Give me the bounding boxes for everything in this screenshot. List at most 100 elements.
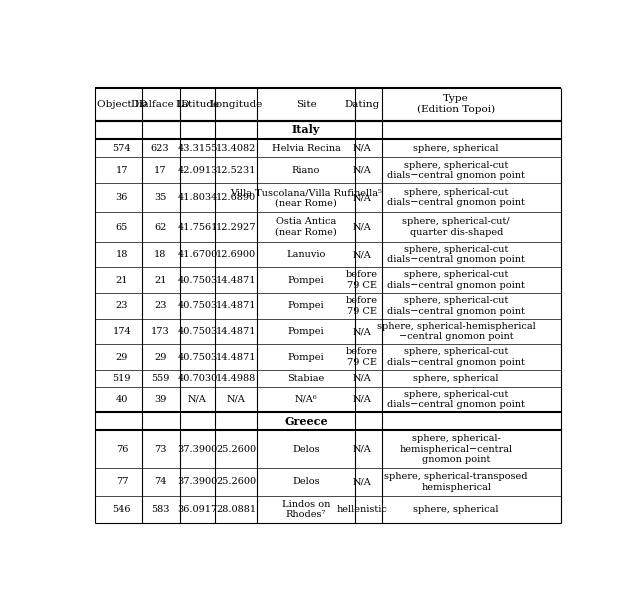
- Text: Object ID: Object ID: [97, 100, 147, 109]
- Text: Site: Site: [296, 100, 316, 109]
- Text: 13.4082: 13.4082: [216, 144, 257, 153]
- Text: 65: 65: [116, 223, 128, 232]
- Text: 40.7503: 40.7503: [177, 327, 218, 336]
- Text: Pompei: Pompei: [288, 327, 324, 336]
- Text: 37.3900: 37.3900: [177, 478, 218, 487]
- Text: 583: 583: [151, 505, 170, 514]
- Text: hellenistic: hellenistic: [337, 505, 387, 514]
- Text: 35: 35: [154, 193, 166, 202]
- Text: 14.4871: 14.4871: [216, 301, 257, 310]
- Text: 12.2927: 12.2927: [216, 223, 257, 232]
- Text: 42.0913: 42.0913: [177, 166, 218, 175]
- Text: 21: 21: [154, 276, 166, 285]
- Text: 14.4871: 14.4871: [216, 353, 257, 362]
- Text: sphere, spherical-cut
dials−central gnomon point: sphere, spherical-cut dials−central gnom…: [387, 245, 525, 264]
- Text: sphere, spherical-cut/
quarter dis-shaped: sphere, spherical-cut/ quarter dis-shape…: [403, 217, 510, 237]
- Text: 12.6900: 12.6900: [216, 250, 256, 259]
- Text: 41.7561: 41.7561: [177, 223, 218, 232]
- Text: sphere, spherical-cut
dials−central gnomon point: sphere, spherical-cut dials−central gnom…: [387, 161, 525, 180]
- Text: 17: 17: [154, 166, 166, 175]
- Text: Ostia Antica
(near Rome): Ostia Antica (near Rome): [275, 217, 337, 237]
- Text: Delos: Delos: [292, 478, 320, 487]
- Text: Type
(Edition Topoi): Type (Edition Topoi): [417, 94, 495, 114]
- Text: 18: 18: [116, 250, 128, 259]
- Text: N/A: N/A: [227, 395, 246, 404]
- Text: Italy: Italy: [292, 124, 320, 136]
- Text: 17: 17: [116, 166, 128, 175]
- Text: before
79 CE: before 79 CE: [346, 296, 378, 316]
- Text: 23: 23: [154, 301, 166, 310]
- Text: 25.2600: 25.2600: [216, 445, 256, 454]
- Text: sphere, spherical: sphere, spherical: [413, 144, 499, 153]
- Text: sphere, spherical-cut
dials−central gnomon point: sphere, spherical-cut dials−central gnom…: [387, 347, 525, 367]
- Text: 43.3155: 43.3155: [177, 144, 218, 153]
- Text: N/A: N/A: [353, 193, 371, 202]
- Text: 40.7503: 40.7503: [177, 276, 218, 285]
- Text: N/A: N/A: [353, 327, 371, 336]
- Text: 36: 36: [116, 193, 128, 202]
- Text: 12.5231: 12.5231: [216, 166, 257, 175]
- Text: 40: 40: [116, 395, 128, 404]
- Text: 14.4871: 14.4871: [216, 327, 257, 336]
- Text: Riano: Riano: [292, 166, 320, 175]
- Text: N/A: N/A: [353, 395, 371, 404]
- Text: 25.2600: 25.2600: [216, 478, 256, 487]
- Text: 41.8034: 41.8034: [177, 193, 218, 202]
- Text: Longitude: Longitude: [209, 100, 263, 109]
- Text: 73: 73: [154, 445, 166, 454]
- Text: sphere, spherical: sphere, spherical: [413, 374, 499, 383]
- Text: before
79 CE: before 79 CE: [346, 270, 378, 290]
- Text: Pompei: Pompei: [288, 301, 324, 310]
- Text: N/A: N/A: [353, 478, 371, 487]
- Text: sphere, spherical-transposed
hemispherical: sphere, spherical-transposed hemispheric…: [385, 472, 528, 491]
- Text: Pompei: Pompei: [288, 353, 324, 362]
- Text: 39: 39: [154, 395, 166, 404]
- Text: 76: 76: [116, 445, 128, 454]
- Text: 14.4871: 14.4871: [216, 276, 257, 285]
- Text: sphere, spherical-cut
dials−central gnomon point: sphere, spherical-cut dials−central gnom…: [387, 270, 525, 290]
- Text: 173: 173: [151, 327, 170, 336]
- Text: 77: 77: [116, 478, 128, 487]
- Text: N/A: N/A: [353, 445, 371, 454]
- Text: 574: 574: [113, 144, 131, 153]
- Text: 40.7503: 40.7503: [177, 353, 218, 362]
- Text: Helvia Recina: Helvia Recina: [272, 144, 340, 153]
- Text: Delos: Delos: [292, 445, 320, 454]
- Text: 12.6890: 12.6890: [216, 193, 256, 202]
- Text: N/A: N/A: [353, 144, 371, 153]
- Text: Lanuvio: Lanuvio: [286, 250, 326, 259]
- Text: 41.6700: 41.6700: [177, 250, 218, 259]
- Text: 62: 62: [154, 223, 166, 232]
- Text: 519: 519: [113, 374, 131, 383]
- Text: Dialface ID: Dialface ID: [131, 100, 189, 109]
- Text: 559: 559: [151, 374, 170, 383]
- Text: Pompei: Pompei: [288, 276, 324, 285]
- Text: N/A: N/A: [353, 374, 371, 383]
- Text: N/A: N/A: [353, 166, 371, 175]
- Text: sphere, spherical-hemispherical
−central gnomon point: sphere, spherical-hemispherical −central…: [377, 322, 536, 341]
- Text: 18: 18: [154, 250, 166, 259]
- Text: 623: 623: [151, 144, 170, 153]
- Text: Dating: Dating: [344, 100, 380, 109]
- Text: Greece: Greece: [284, 416, 328, 427]
- Text: 40.7503: 40.7503: [177, 301, 218, 310]
- Text: 29: 29: [116, 353, 128, 362]
- Text: sphere, spherical-cut
dials−central gnomon point: sphere, spherical-cut dials−central gnom…: [387, 296, 525, 316]
- Text: 174: 174: [113, 327, 131, 336]
- Text: sphere, spherical-
hemispherical−central
gnomon point: sphere, spherical- hemispherical−central…: [399, 435, 513, 464]
- Text: before
79 CE: before 79 CE: [346, 347, 378, 367]
- Text: 29: 29: [154, 353, 166, 362]
- Text: Villa Tuscolana/Villa Rufinella⁵
(near Rome): Villa Tuscolana/Villa Rufinella⁵ (near R…: [230, 188, 382, 207]
- Text: 36.0917: 36.0917: [177, 505, 218, 514]
- Text: 74: 74: [154, 478, 166, 487]
- Text: sphere, spherical-cut
dials−central gnomon point: sphere, spherical-cut dials−central gnom…: [387, 188, 525, 207]
- Text: N/A: N/A: [353, 250, 371, 259]
- Text: 21: 21: [116, 276, 128, 285]
- Text: N/A⁶: N/A⁶: [294, 395, 317, 404]
- Text: 40.7030: 40.7030: [177, 374, 218, 383]
- Text: N/A: N/A: [188, 395, 207, 404]
- Text: Stabiae: Stabiae: [287, 374, 324, 383]
- Text: 23: 23: [116, 301, 128, 310]
- Text: 37.3900: 37.3900: [177, 445, 218, 454]
- Text: 14.4988: 14.4988: [216, 374, 256, 383]
